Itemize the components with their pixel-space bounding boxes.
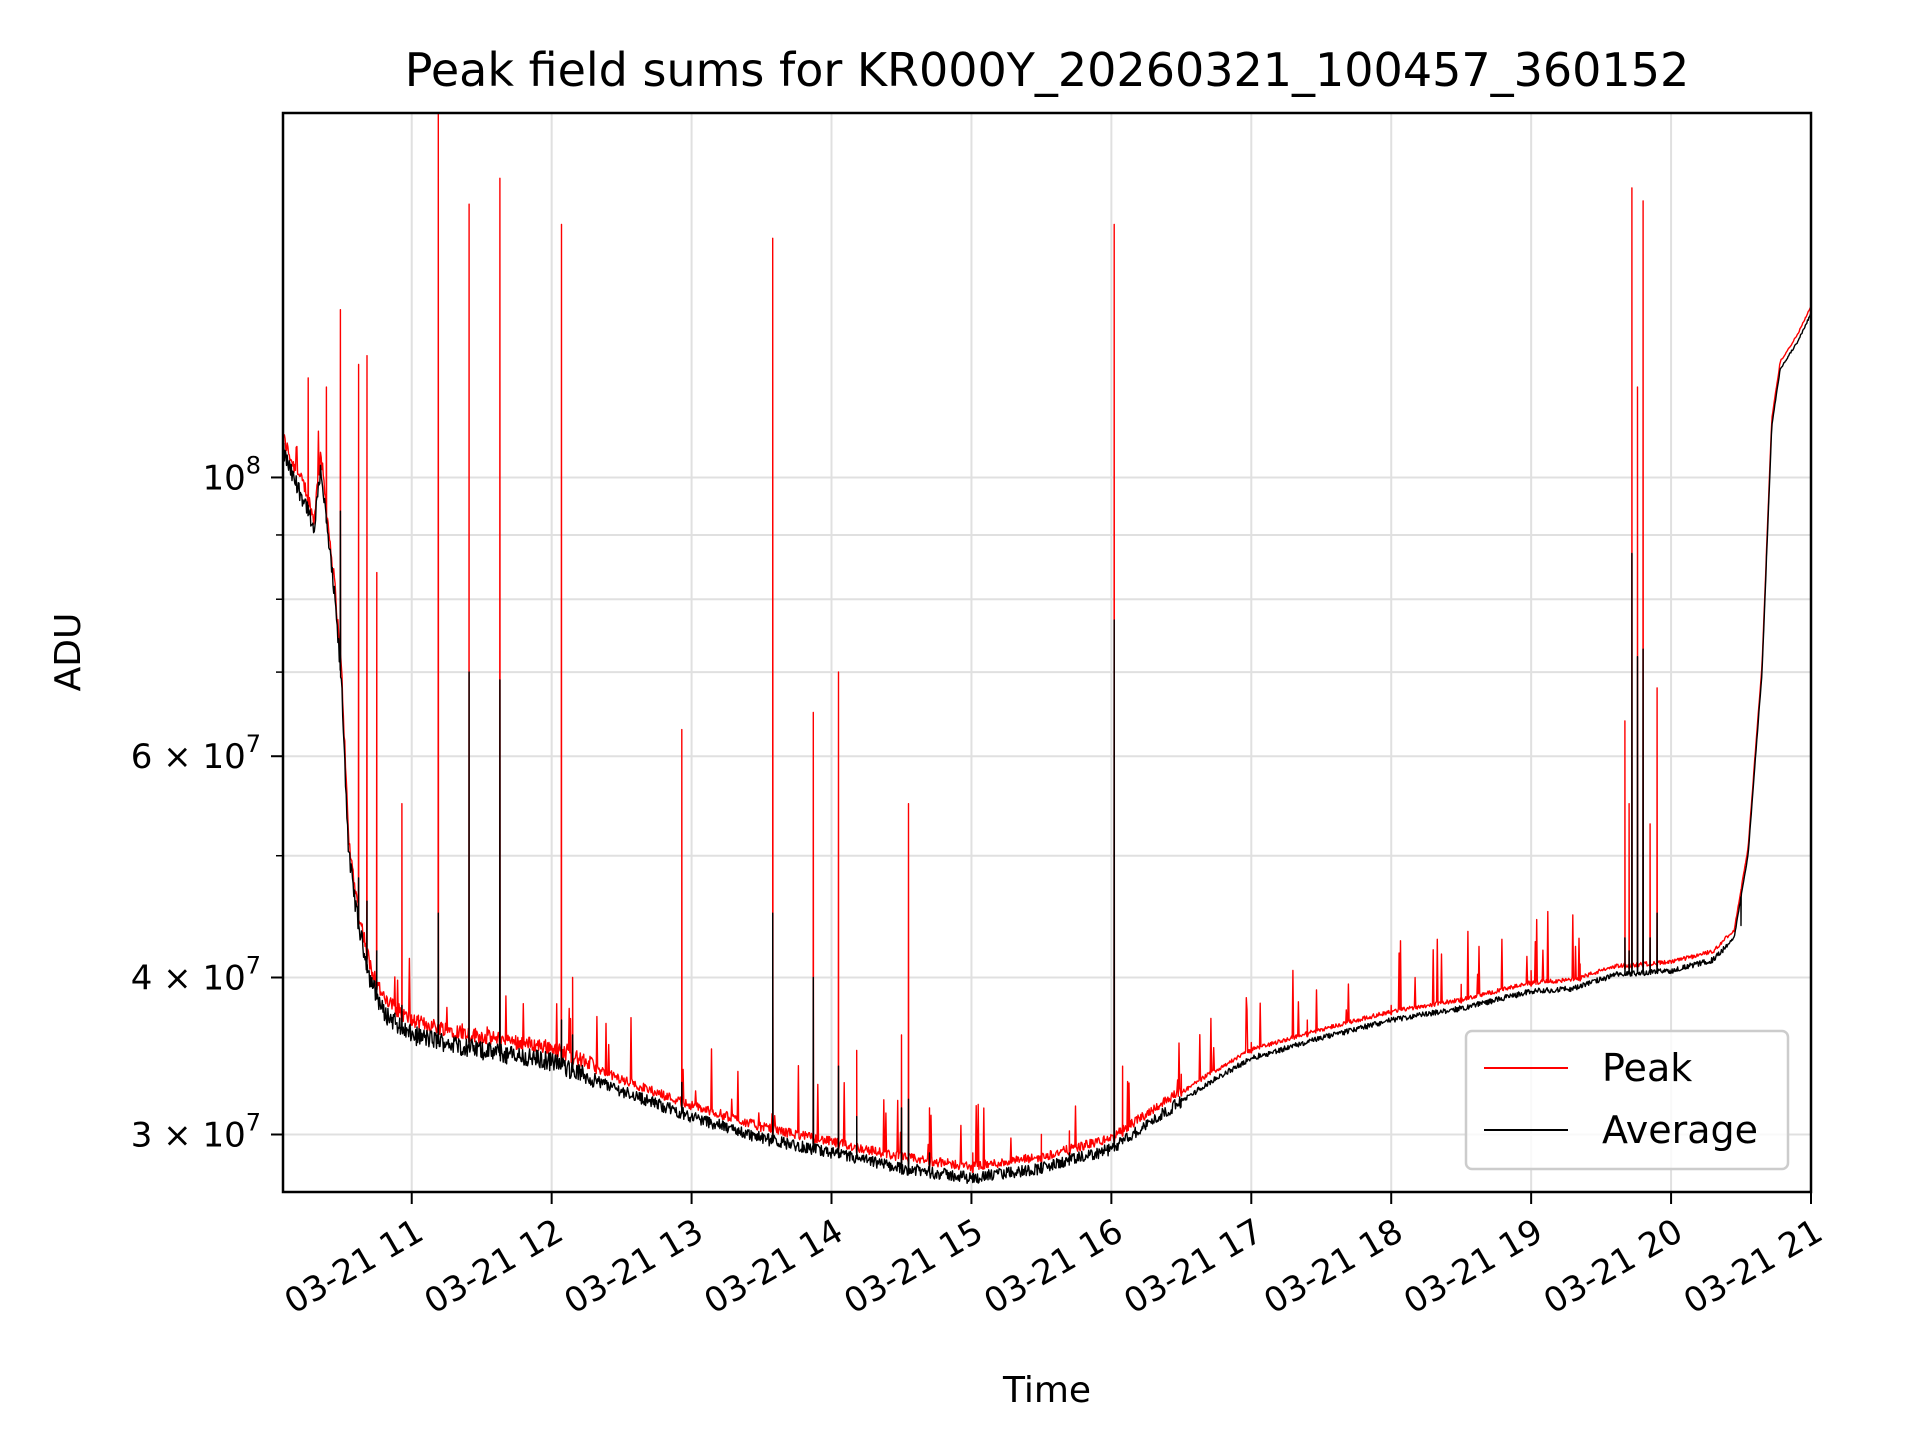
plot-frame [281,111,1813,1194]
y-tick-label: 3 × 107 [131,1109,261,1156]
average-line [282,312,1812,1184]
y-tick-label: 6 × 107 [131,730,261,777]
chart-title: Peak field sums for KR000Y_20260321_1004… [405,43,1689,97]
series-average [282,312,1812,1184]
x-axis-label: Time [1002,1370,1091,1411]
series-peak [282,112,1812,1174]
y-axis-label: ADU [48,613,89,692]
y-tick-label: 108 [202,451,261,498]
legend-box [1464,1029,1790,1171]
legend: Peak Average [1464,1029,1790,1171]
y-tick-label: 4 × 107 [131,952,261,999]
legend-average-label: Average [1602,1108,1758,1152]
legend-peak-label: Peak [1602,1046,1692,1090]
y-axis-ticks: 3 × 107 4 × 107 6 × 107 108 [131,451,283,1156]
peak-line [282,112,1812,1174]
